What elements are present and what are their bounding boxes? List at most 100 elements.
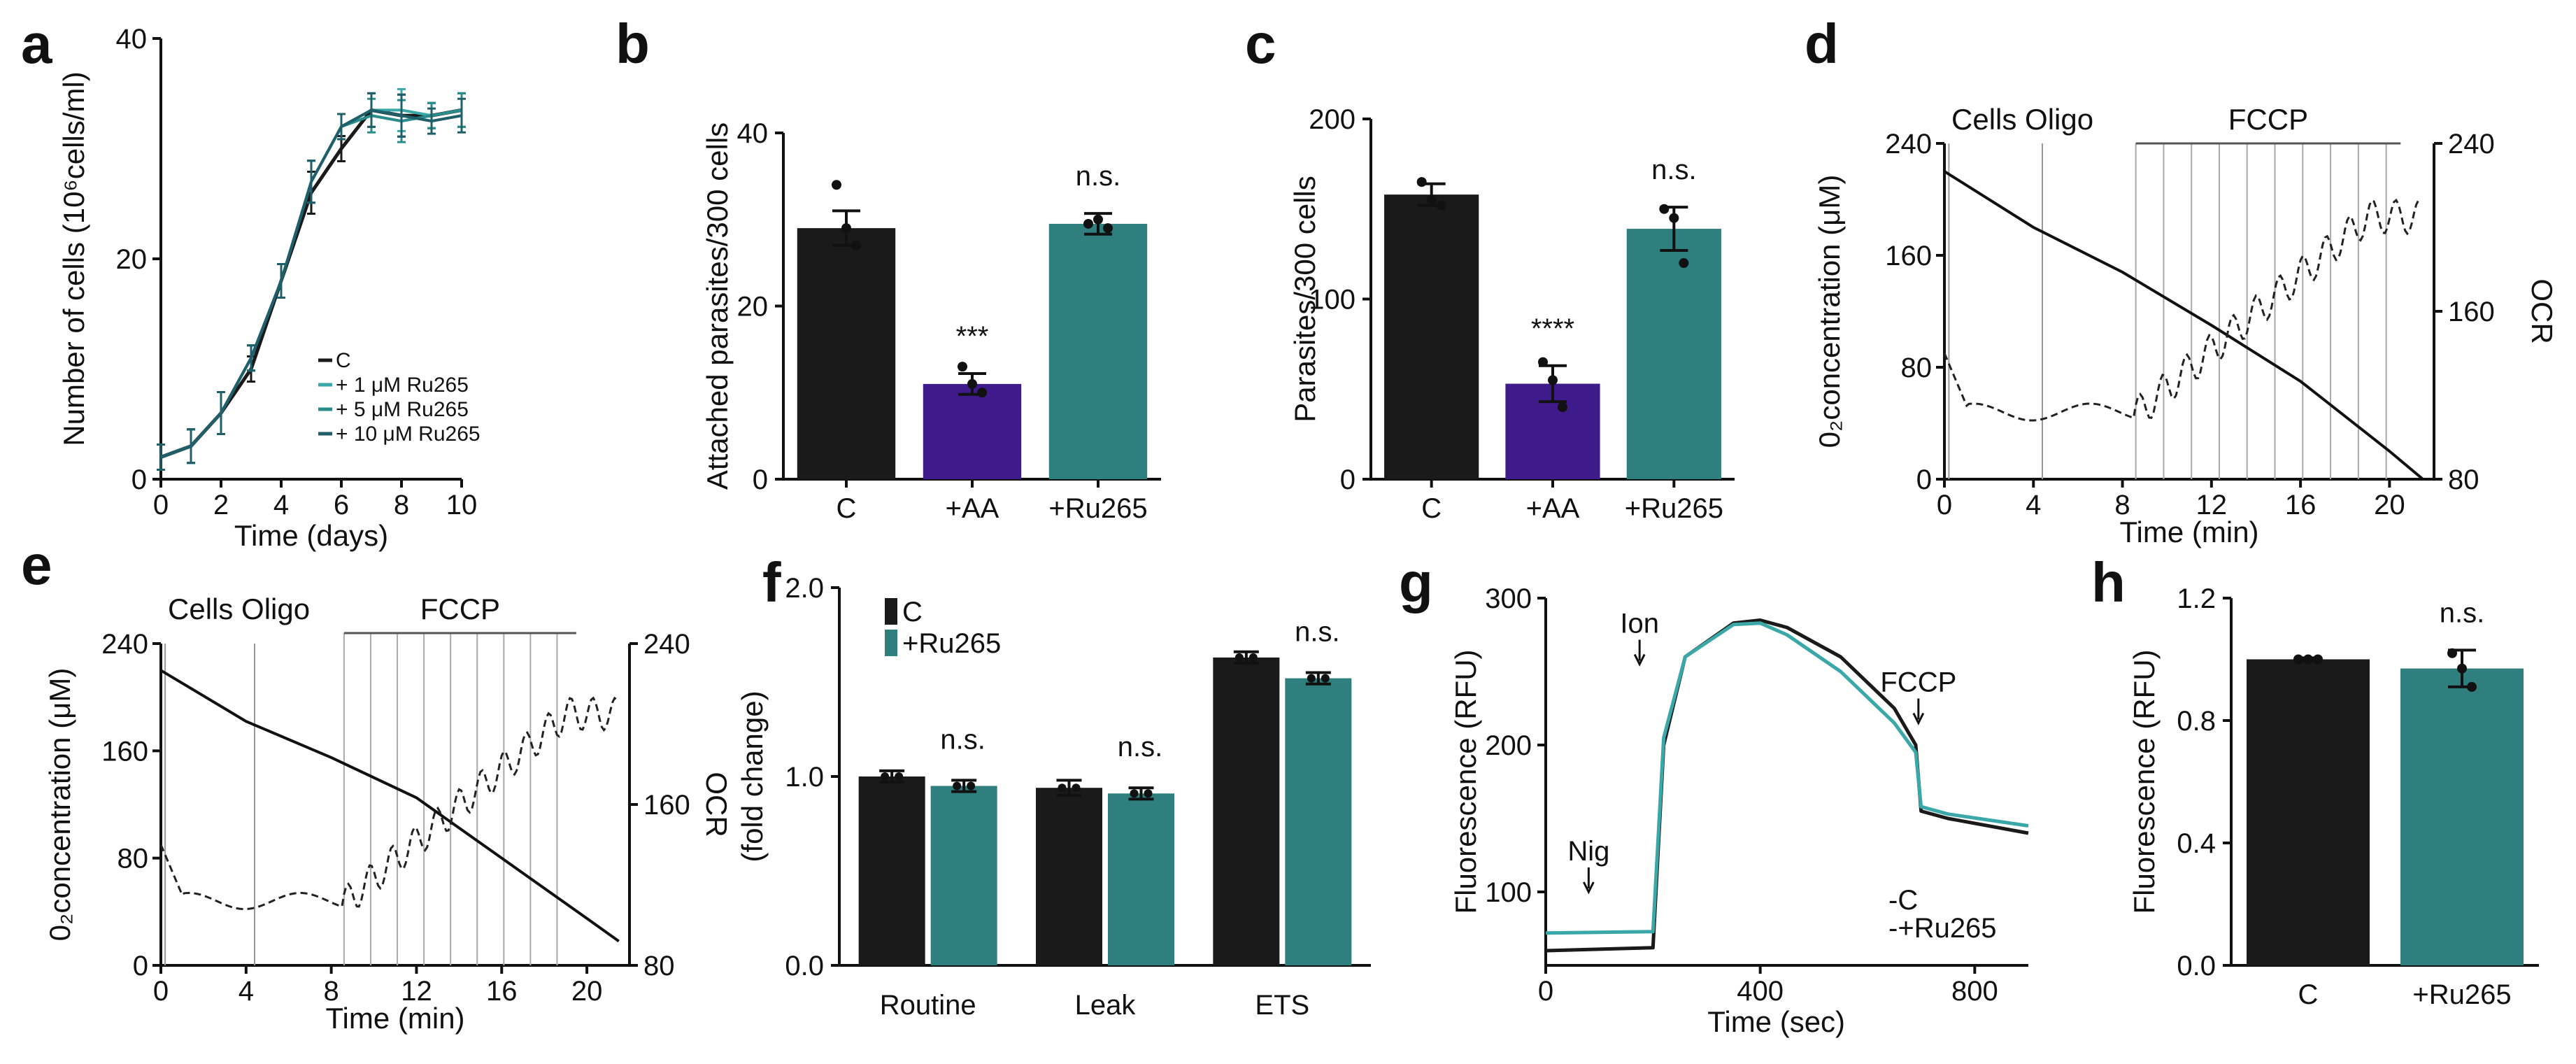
legend-label: + 10 μM Ru265 <box>336 423 481 446</box>
y-tick-label: 160 <box>101 736 148 767</box>
bar-2 <box>1626 229 1721 479</box>
x-tick-label: 4 <box>273 490 289 520</box>
ocr-line <box>159 696 618 910</box>
data-point <box>967 378 977 389</box>
data-point <box>1669 213 1679 223</box>
x-tick-label: 8 <box>394 490 409 520</box>
bar-routine-0 <box>858 776 925 965</box>
y-tick-label: 40 <box>116 24 148 55</box>
x-tick-label: C <box>1421 493 1442 524</box>
data-point <box>1426 194 1437 205</box>
x-tick-label: +Ru265 <box>1048 493 1147 524</box>
data-point <box>2447 648 2457 658</box>
data-point <box>851 240 861 250</box>
arrow-label: Nig <box>1567 836 1609 867</box>
significance-label: **** <box>1531 313 1574 344</box>
arrow-label: Ion <box>1620 609 1659 639</box>
data-point <box>1103 223 1113 234</box>
legend-label: -C <box>1888 885 1918 916</box>
x-tick-label: 4 <box>2026 490 2041 520</box>
data-point <box>2457 663 2467 674</box>
ocr-line <box>1943 198 2421 422</box>
y-tick-label: 0.8 <box>2177 706 2216 737</box>
bar-routine-1 <box>930 786 997 965</box>
bar-leak-1 <box>1108 793 1174 965</box>
y-tick-label: 160 <box>1885 241 1932 271</box>
y-axis-title: Attached parasites/300 cells <box>701 122 734 490</box>
fluorescence-line-1 <box>1545 621 2029 935</box>
legend-label: C <box>336 349 351 372</box>
x-tick-label: 8 <box>324 976 339 1007</box>
legend-swatch <box>885 630 897 656</box>
data-point <box>881 772 890 781</box>
data-point <box>1436 200 1446 211</box>
data-point <box>958 362 967 372</box>
significance-label: n.s. <box>1076 161 1120 192</box>
y2-tick-label: 80 <box>643 951 675 981</box>
y-tick-label: 0.4 <box>2177 828 2216 859</box>
data-point <box>1072 783 1081 793</box>
x-tick-label: 0 <box>153 976 169 1007</box>
data-point <box>953 781 962 790</box>
y-tick-label: 2.0 <box>785 573 824 604</box>
data-point <box>1548 375 1558 385</box>
x-axis-title: Time (sec) <box>1707 1005 1845 1038</box>
x-tick-label: 12 <box>401 976 432 1007</box>
x-tick-label: Routine <box>880 990 976 1021</box>
legend-label: C <box>902 597 923 627</box>
significance-label: n.s. <box>940 724 985 755</box>
x-tick-label: 10 <box>446 490 478 520</box>
bar-ets-0 <box>1213 657 1280 965</box>
legend-swatch <box>885 598 897 625</box>
bar-0 <box>1384 194 1479 479</box>
data-point <box>1558 402 1567 412</box>
legend-label: + 5 μM Ru265 <box>336 398 469 421</box>
y-tick-label: 0.0 <box>785 951 824 981</box>
y-tick-label: 20 <box>737 292 769 322</box>
bar-ets-1 <box>1285 678 1352 965</box>
bar-1 <box>923 383 1022 479</box>
x-tick-label: 2 <box>213 490 229 520</box>
x-axis-title: Time (days) <box>234 519 388 552</box>
y-tick-label: 100 <box>1485 877 1532 908</box>
significance-label: *** <box>956 321 989 352</box>
significance-label: n.s. <box>1118 732 1162 762</box>
y-axis-title: Fluorescence (RFU) <box>2128 649 2161 914</box>
data-point <box>1144 789 1153 798</box>
x-tick-label: 800 <box>1951 976 1998 1007</box>
data-point <box>1083 218 1093 229</box>
significance-label: n.s. <box>1295 617 1339 648</box>
arrow-head <box>1912 712 1925 725</box>
x-tick-label: +Ru265 <box>2412 979 2511 1010</box>
legend-label: +Ru265 <box>902 628 1001 659</box>
significance-label: n.s. <box>2440 597 2484 628</box>
y-tick-label: 0 <box>1916 464 1932 495</box>
y-tick-label: 1.2 <box>2177 583 2216 614</box>
x-tick-label: C <box>2298 979 2319 1010</box>
x-tick-label: +Ru265 <box>1625 493 1723 524</box>
x-tick-label: 6 <box>334 490 349 520</box>
o2-concentration-line <box>1943 170 2424 481</box>
y2-tick-label: 80 <box>2448 464 2479 495</box>
y2-tick-label: 160 <box>643 790 690 821</box>
x-tick-label: 0 <box>1538 976 1553 1007</box>
event-label-cells-oligo: Cells Oligo <box>168 593 310 625</box>
x-tick-label: +AA <box>1526 493 1580 524</box>
data-point <box>1416 177 1427 187</box>
x-tick-label: 16 <box>486 976 518 1007</box>
x-tick-label: 400 <box>1737 976 1784 1007</box>
event-label-fccp: FCCP <box>2228 103 2308 136</box>
panel-letter: e <box>21 534 52 596</box>
y-axis-title: Fluorescence (RFU) <box>1449 649 1482 914</box>
y-tick-label: 20 <box>116 244 148 275</box>
bar-0 <box>2247 659 2370 965</box>
panel-letter: c <box>1245 13 1276 75</box>
data-point <box>895 772 904 781</box>
data-point <box>832 180 841 190</box>
data-point <box>1659 204 1670 214</box>
x-tick-label: Leak <box>1075 990 1137 1021</box>
y-tick-label: 40 <box>737 118 769 149</box>
data-point <box>2293 654 2303 665</box>
legend-label: + 1 μM Ru265 <box>336 374 469 397</box>
